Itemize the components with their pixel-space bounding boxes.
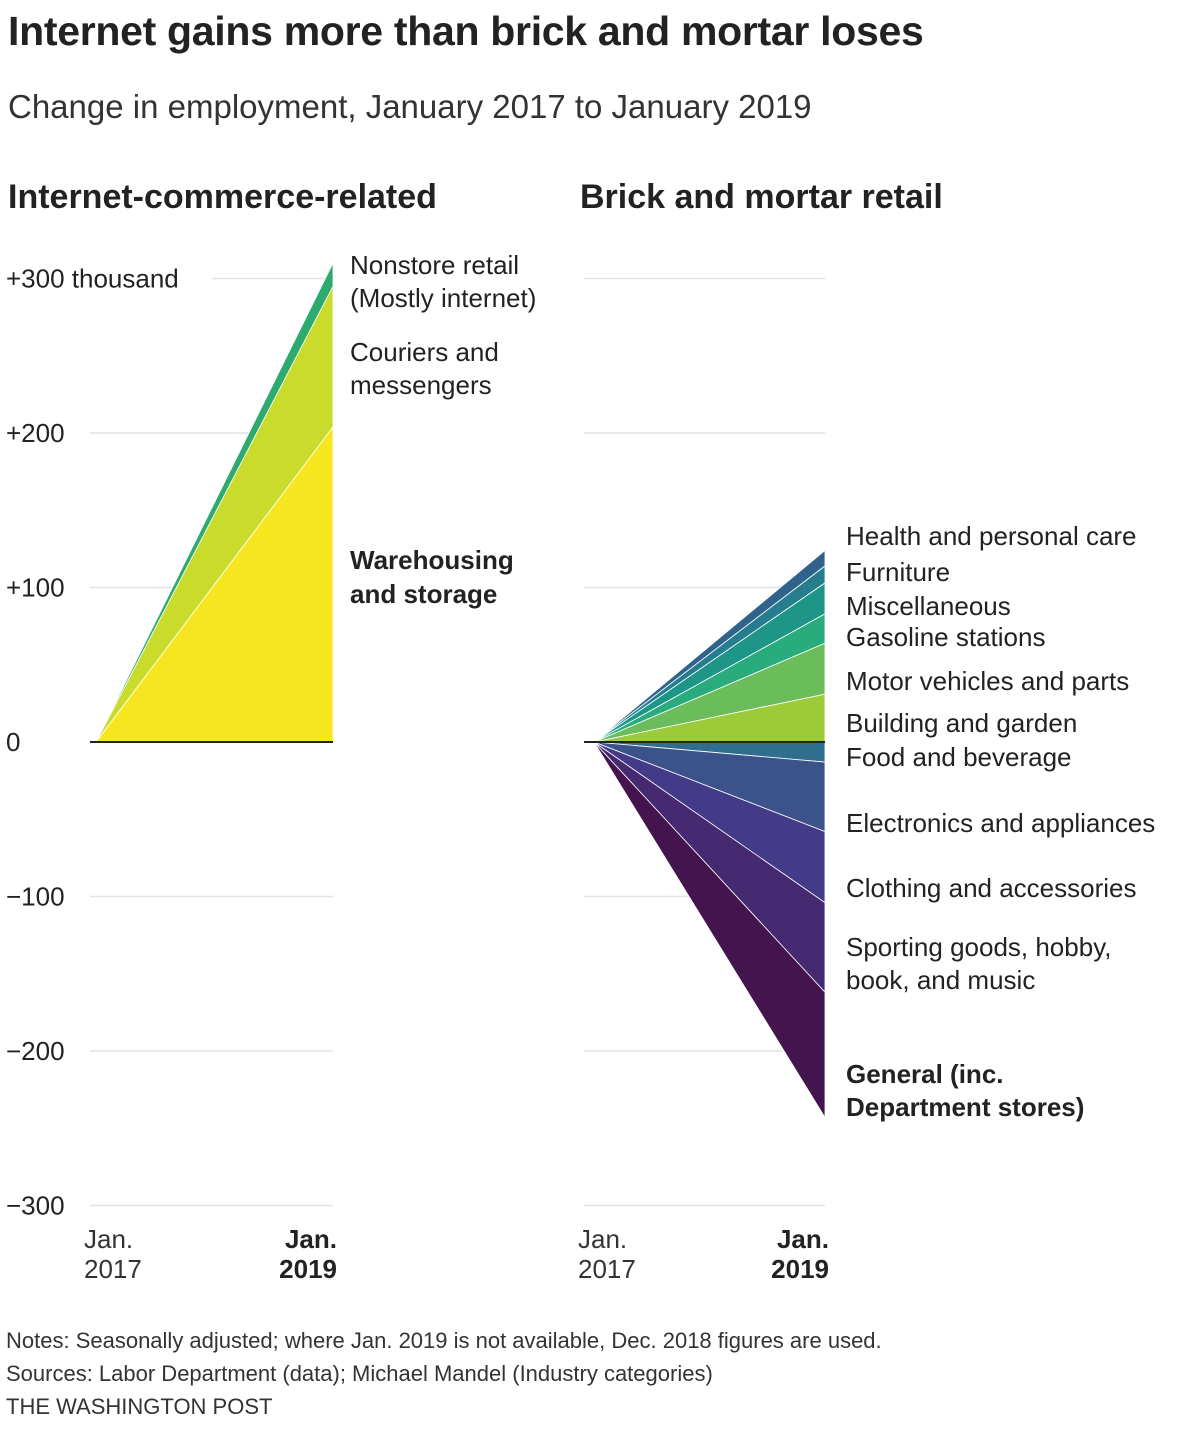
panel-title-internet: Internet-commerce-related: [8, 178, 437, 216]
x-label-start-year: 2017: [578, 1254, 636, 1284]
y-tick-label: −100: [6, 882, 65, 912]
series-label-food-and-beverage: Food and beverage: [846, 742, 1072, 772]
series-label-general-inc-department-stores: General (inc. Department stores): [846, 1059, 1084, 1122]
y-tick-label: +300 thousand: [6, 264, 179, 294]
chart-subtitle: Change in employment, January 2017 to Ja…: [8, 88, 812, 125]
area-general-inc-department-stores: [593, 741, 826, 1118]
series-label-warehousing-and-storage: Warehousing and storage: [350, 545, 514, 609]
chart-title: Internet gains more than brick and morta…: [8, 8, 924, 54]
area-health-and-personal-care: [593, 550, 826, 743]
series-label-electronics-and-appliances: Electronics and appliances: [846, 808, 1155, 838]
y-tick-label: +100: [6, 573, 65, 603]
series-label-gasoline-stations: Gasoline stations: [846, 622, 1045, 652]
footer-sources: Sources: Labor Department (data); Michae…: [6, 1361, 713, 1386]
series-label-miscellaneous: Miscellaneous: [846, 591, 1011, 621]
panel-title-brick-mortar: Brick and mortar retail: [580, 178, 943, 216]
x-label-end: Jan.: [777, 1224, 829, 1254]
footer-notes: Notes: Seasonally adjusted; where Jan. 2…: [6, 1328, 882, 1353]
y-tick-label: −200: [6, 1036, 65, 1066]
footer-credit: THE WASHINGTON POST: [6, 1394, 273, 1419]
x-label-end-year: 2019: [279, 1254, 337, 1284]
x-label-start: Jan.: [578, 1224, 627, 1254]
y-tick-label: −300: [6, 1191, 65, 1221]
x-label-end: Jan.: [285, 1224, 337, 1254]
x-label-start-year: 2017: [84, 1254, 142, 1284]
x-label-end-year: 2019: [771, 1254, 829, 1284]
x-label-start: Jan.: [84, 1224, 133, 1254]
series-label-sporting-goods-hobby-book-and-music: Sporting goods, hobby, book, and music: [846, 932, 1111, 995]
y-tick-label: +200: [6, 418, 65, 448]
series-label-health-and-personal-care: Health and personal care: [846, 521, 1137, 551]
series-label-furniture: Furniture: [846, 557, 950, 587]
series-label-clothing-and-accessories: Clothing and accessories: [846, 873, 1137, 903]
series-label-nonstore-retail-mostly-internet: Nonstore retail (Mostly internet): [350, 250, 536, 313]
y-tick-label: 0: [6, 727, 20, 757]
series-label-motor-vehicles-and-parts: Motor vehicles and parts: [846, 666, 1129, 696]
series-label-building-and-garden: Building and garden: [846, 708, 1077, 738]
series-label-couriers-and-messengers: Couriers and messengers: [350, 337, 499, 400]
area-nonstore-retail-mostly-internet: [95, 262, 334, 743]
